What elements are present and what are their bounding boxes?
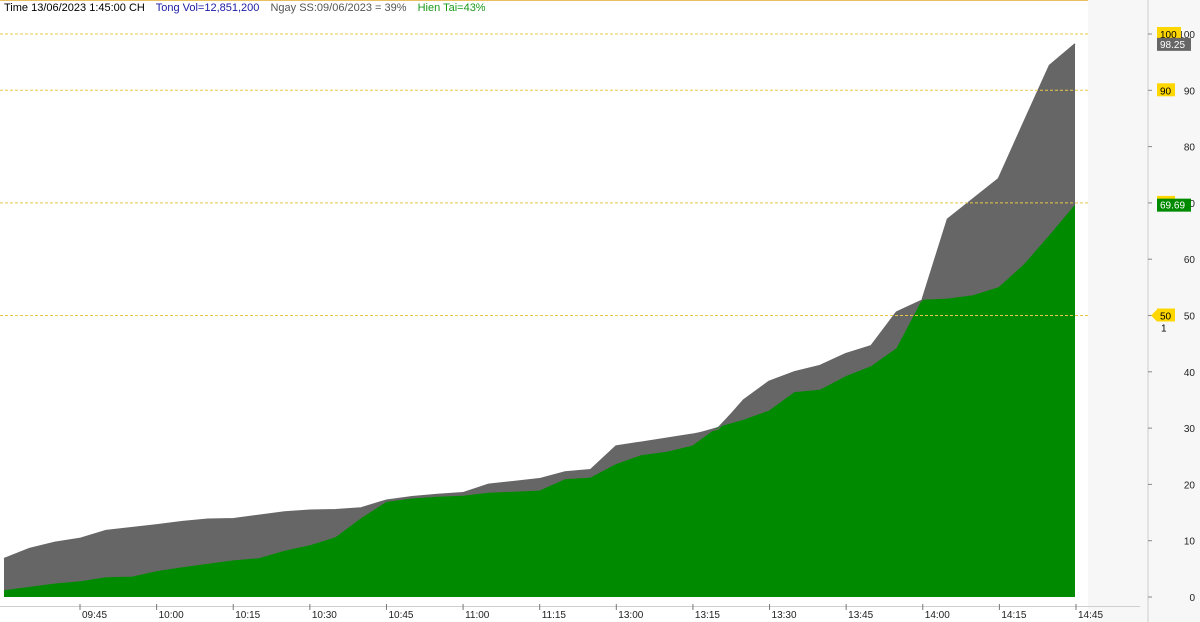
level-badge-50 (1157, 308, 1175, 322)
current-value-label: 69.69 (1160, 201, 1185, 212)
time-label: Time 13/06/2023 1:45:00 CH (4, 2, 145, 14)
y-tick-label: 20 (1184, 480, 1196, 491)
current-series-area (4, 204, 1075, 597)
x-tick-label: 13:15 (695, 610, 720, 621)
x-tick-label: 09:45 (82, 610, 107, 621)
y-tick-label: 50 (1184, 312, 1196, 323)
level-badge-label: 90 (1160, 86, 1172, 97)
level-badge-90 (1157, 83, 1175, 97)
y-tick-label: 90 (1184, 86, 1196, 97)
x-tick-label: 14:15 (1001, 610, 1026, 621)
pointer-arrow-icon (1151, 309, 1157, 322)
x-tick-label: 13:30 (772, 610, 797, 621)
y-axis-panel (1088, 0, 1200, 622)
y-tick-label: 40 (1184, 368, 1196, 379)
x-tick-label: 10:45 (388, 610, 413, 621)
chart-header: Time 13/06/2023 1:45:00 CH Tong Vol=12,8… (4, 2, 494, 14)
current-value-badge (1157, 198, 1191, 212)
x-tick-label: 14:00 (925, 610, 950, 621)
x-tick-label: 13:45 (848, 610, 873, 621)
compare-series-line (3, 43, 1076, 560)
y-tick-label: 60 (1184, 255, 1196, 266)
x-tick-label: 10:00 (159, 610, 184, 621)
y-tick-label: 80 (1184, 143, 1196, 154)
level-badge-label: 100 (1160, 30, 1177, 41)
x-tick-label: 14:45 (1078, 610, 1103, 621)
y-tick-label: 30 (1184, 424, 1196, 435)
x-tick-label: 10:15 (235, 610, 260, 621)
compare-value-badge (1157, 37, 1191, 51)
y-tick-label: 10 (1184, 537, 1196, 548)
level-badge-label: 50 (1160, 312, 1172, 323)
previous-session-label: Ngay SS:09/06/2023 = 39% (270, 2, 407, 14)
x-tick-label: 11:15 (542, 610, 567, 621)
level-badge-100 (1157, 27, 1181, 40)
marker-label: 1 (1161, 324, 1167, 335)
y-tick-label: 100 (1178, 30, 1195, 41)
total-volume-label: Tong Vol=12,851,200 (155, 2, 260, 14)
x-tick-label: 11:00 (465, 610, 490, 621)
compare-value-label: 98.25 (1160, 40, 1185, 51)
x-tick-label: 10:30 (312, 610, 337, 621)
x-tick-label: 13:00 (618, 610, 643, 621)
y-tick-label: 0 (1189, 593, 1195, 604)
current-percent-label: Hien Tai=43% (417, 2, 486, 14)
